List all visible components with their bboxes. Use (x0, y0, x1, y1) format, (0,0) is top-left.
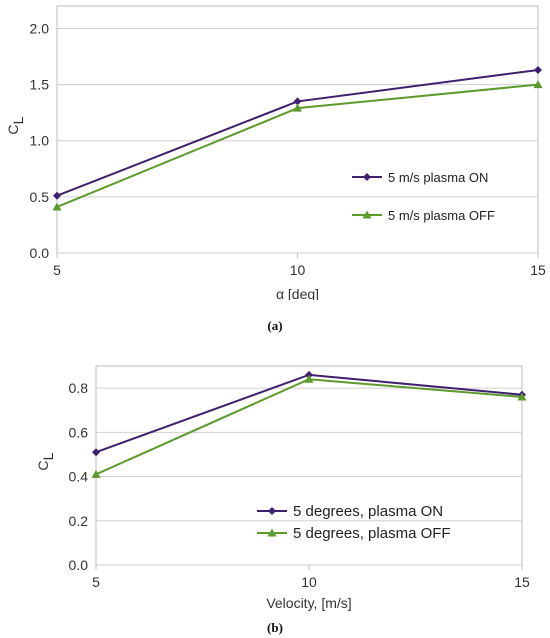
x-axis-label: Velocity, [m/s] (266, 595, 351, 611)
chart-panel-b: 0.0 0.2 0.4 0.6 0.8 5 10 15 Velocity, [m/s] C L 5 d… (0, 350, 550, 620)
data-point (293, 103, 302, 112)
data-point (304, 374, 314, 383)
data-point (52, 202, 62, 211)
data-point (91, 469, 101, 478)
y-axis-label-main: C (5, 124, 21, 134)
data-point (293, 97, 302, 106)
data-point (533, 80, 543, 89)
chart-b: 0.0 0.2 0.4 0.6 0.8 5 10 15 Velocity, [m/s] CL 5 d… (35, 365, 530, 611)
y-axis-label-sub: L (40, 452, 56, 460)
y-axis-label: CL (35, 452, 56, 470)
legend-label: 5 degrees, plasma ON (293, 503, 443, 520)
legend-marker (363, 173, 371, 181)
legend-marker (268, 507, 276, 515)
data-point (53, 191, 61, 200)
y-tick-label: 0.8 (69, 380, 89, 396)
x-tick-label: 5 (53, 262, 61, 278)
y-tick-label: 1.0 (30, 133, 50, 149)
data-point (534, 65, 542, 74)
chart-panel-a: 0.0 0.5 1.0 1.5 2.0 5 10 15 α [deg] C L 5 m/s plasm… (0, 0, 550, 300)
caption-b: (b) (267, 620, 283, 635)
x-tick-label: 15 (514, 574, 530, 590)
legend-marker (267, 528, 277, 537)
x-axis-label: α [deg] (276, 286, 319, 300)
data-point (517, 392, 527, 401)
series-line-2 (95, 378, 523, 476)
legend-label: 5 degrees, plasma OFF (293, 525, 451, 542)
legend-marker (362, 210, 372, 219)
y-tick-label: 0.6 (69, 424, 89, 440)
x-tick-label: 10 (290, 262, 306, 278)
y-tick-label: 0.0 (69, 557, 89, 573)
y-axis-label: CL (5, 116, 26, 134)
data-point (92, 448, 100, 457)
x-tick-label: 10 (301, 574, 317, 590)
y-tick-label: 2.0 (30, 20, 50, 36)
x-tick-label: 15 (530, 262, 546, 278)
y-tick-label: 0.5 (30, 189, 50, 205)
y-tick-label: 0.0 (30, 245, 50, 261)
legend-label: 5 m/s plasma ON (388, 170, 488, 185)
legend-label: 5 m/s plasma OFF (388, 208, 495, 223)
y-tick-label: 0.4 (69, 469, 89, 485)
x-tick-label: 5 (92, 574, 100, 590)
y-tick-label: 0.2 (69, 513, 89, 529)
y-tick-label: 1.5 (30, 77, 50, 93)
caption-a: (a) (267, 318, 283, 333)
y-axis-label-main: C (35, 460, 51, 470)
chart-a: 0.0 0.5 1.0 1.5 2.0 5 10 15 α [deg] CL 5 m/s plasm… (5, 5, 546, 300)
y-axis-label-sub: L (10, 116, 26, 124)
series-line-1 (95, 373, 523, 454)
